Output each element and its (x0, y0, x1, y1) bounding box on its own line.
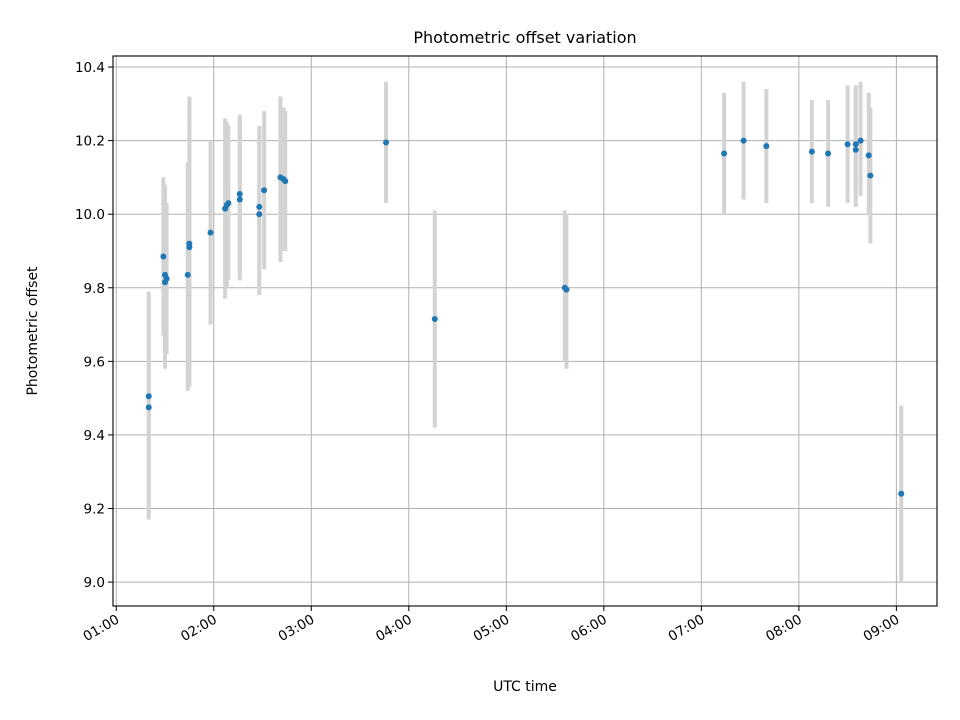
y-tick-label: 9.2 (84, 502, 105, 518)
y-tick-label: 10.2 (75, 134, 105, 150)
y-tick-label: 9.0 (84, 575, 105, 591)
data-point (163, 275, 170, 282)
data-point (184, 271, 191, 278)
plot-frame (112, 55, 938, 607)
data-point (160, 253, 167, 260)
y-axis-ticks: 9.0 9.2 9.4 9.6 9.8 10.0 10.2 10.4 (75, 60, 113, 591)
y-tick-label: 10.4 (75, 60, 105, 76)
data-point (563, 286, 570, 293)
data-point (256, 203, 263, 210)
data-point (236, 196, 243, 203)
data-point (857, 137, 864, 144)
y-tick-label: 9.6 (84, 354, 105, 370)
data-point (225, 200, 232, 207)
data-point (282, 178, 289, 185)
grid (113, 56, 937, 606)
data-point (808, 148, 815, 155)
y-tick-label: 9.8 (84, 281, 105, 297)
data-point (236, 190, 243, 197)
y-tick-label: 9.4 (84, 428, 105, 444)
data-point (145, 393, 152, 400)
data-point (431, 316, 438, 323)
data-point (261, 187, 268, 194)
y-tick-label: 10.0 (75, 207, 105, 223)
data-point (186, 240, 193, 247)
data-point (852, 146, 859, 153)
data-point (740, 137, 747, 144)
x-axis-label: UTC time (493, 679, 557, 695)
data-point (898, 490, 905, 497)
data-point (763, 143, 770, 150)
data-point (145, 404, 152, 411)
data-point (825, 150, 832, 157)
data-point (207, 229, 214, 236)
data-point (865, 152, 872, 159)
data-point (852, 141, 859, 148)
data-point (721, 150, 728, 157)
data-points (145, 137, 905, 497)
data-point (383, 139, 390, 146)
y-axis-label: Photometric offset (25, 266, 41, 396)
data-point (256, 211, 263, 218)
data-point (867, 172, 874, 179)
chart-title: Photometric offset variation (413, 28, 636, 47)
data-point (844, 141, 851, 148)
